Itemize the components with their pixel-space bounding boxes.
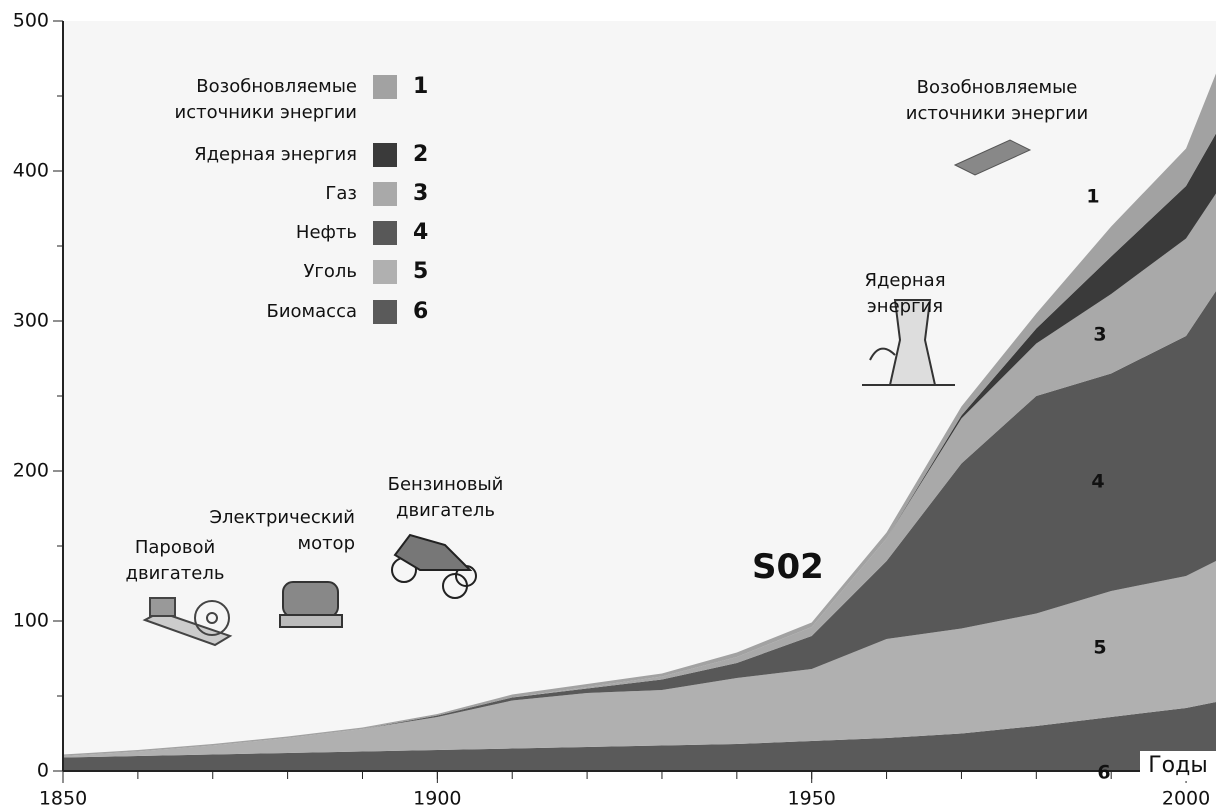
area-number: 6 xyxy=(1097,762,1110,784)
legend-label: Биомасса xyxy=(97,299,357,325)
legend-swatch xyxy=(373,75,397,99)
legend-label: Уголь xyxy=(97,259,357,285)
y-tick-label: 100 xyxy=(13,610,49,632)
legend-number: 6 xyxy=(413,299,428,325)
legend-label: Ядерная энергия xyxy=(97,142,357,168)
legend-swatch xyxy=(373,182,397,206)
legend-number: 1 xyxy=(413,74,428,100)
annotation: Годы xyxy=(1140,751,1216,781)
x-tick-label: 1950 xyxy=(788,788,836,810)
annotation: S02 xyxy=(752,546,852,588)
area-number: 5 xyxy=(1093,637,1106,659)
page: 0 100 200 300 400 500 1850 1900 1950 2000 1 3 4 5 6 Во… xyxy=(0,0,1216,810)
icon-electric-motor xyxy=(280,582,342,627)
annotation: Паровой двигатель xyxy=(105,535,245,587)
area-number: 4 xyxy=(1091,471,1104,493)
y-tick-label: 300 xyxy=(13,310,49,332)
legend-number: 3 xyxy=(413,181,428,207)
y-tick-label: 400 xyxy=(13,160,49,182)
legend-number: 5 xyxy=(413,259,428,285)
legend-swatch xyxy=(373,221,397,245)
x-tick-label: 1900 xyxy=(413,788,461,810)
y-tick-label: 500 xyxy=(13,10,49,32)
y-tick-label: 0 xyxy=(37,760,49,782)
area-number: 3 xyxy=(1093,324,1106,346)
annotation: Бензиновый двигатель xyxy=(373,472,518,524)
legend-swatch xyxy=(373,300,397,324)
legend-swatch xyxy=(373,143,397,167)
x-tick-label: 2000 xyxy=(1162,788,1210,810)
legend-number: 2 xyxy=(413,142,428,168)
legend-swatch xyxy=(373,260,397,284)
annotation: Возобновляемые источники энергии xyxy=(897,75,1097,127)
legend-label: Возобновляемые источники энергии xyxy=(127,74,357,126)
x-tick-label: 1850 xyxy=(39,788,87,810)
area-number: 1 xyxy=(1086,186,1099,208)
y-tick-label: 200 xyxy=(13,460,49,482)
legend-label: Газ xyxy=(97,181,357,207)
legend-label: Нефть xyxy=(97,220,357,246)
legend-number: 4 xyxy=(413,220,428,246)
annotation: Ядерная энергия xyxy=(855,268,955,320)
